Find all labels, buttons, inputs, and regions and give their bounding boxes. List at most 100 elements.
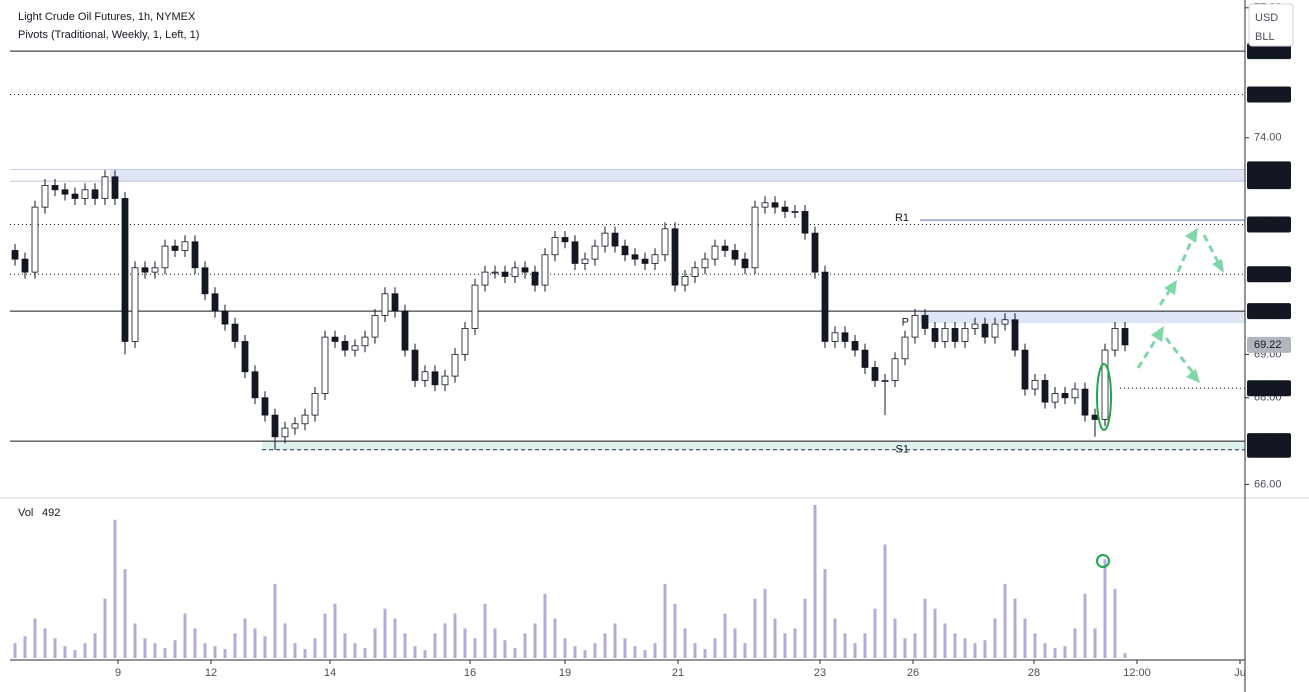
volume-bar	[583, 650, 587, 658]
volume-bar	[1043, 643, 1047, 658]
candle	[1041, 373, 1049, 409]
volume-bar	[853, 643, 857, 658]
volume-bar	[503, 640, 507, 658]
candle-body	[741, 258, 749, 269]
candle-body	[671, 228, 679, 286]
volume-bar	[873, 608, 877, 658]
x-tick-label: Ju	[1234, 667, 1246, 679]
candles	[11, 170, 1129, 450]
volume-bar	[413, 646, 417, 658]
candle	[291, 417, 299, 435]
candle	[631, 248, 639, 266]
candle	[501, 265, 509, 283]
candle	[921, 308, 929, 335]
volume-bar	[603, 633, 607, 658]
candle-body	[361, 336, 369, 347]
candle	[141, 261, 149, 279]
volume-bar	[73, 650, 77, 658]
level-tag	[1247, 266, 1291, 283]
candle	[1121, 321, 1129, 352]
candle	[281, 421, 289, 444]
candle	[521, 261, 529, 279]
candle	[861, 343, 869, 374]
candle	[871, 360, 879, 387]
candle-body	[961, 328, 969, 342]
level-tag	[1247, 173, 1291, 190]
volume-bar	[423, 650, 427, 658]
candle	[161, 239, 169, 275]
candle-body	[31, 206, 39, 273]
candle	[601, 226, 609, 253]
candle-body	[721, 245, 729, 251]
candle-body	[951, 328, 959, 342]
candle-body	[781, 206, 789, 212]
level-tag-label: 66.80	[1254, 444, 1282, 456]
candle	[421, 365, 429, 387]
volume-bar	[723, 613, 727, 658]
candle	[261, 391, 269, 422]
candle-body	[821, 271, 829, 342]
candle-body	[941, 328, 949, 342]
candle	[511, 261, 519, 283]
candle-body	[461, 328, 469, 355]
candle-body	[841, 332, 849, 342]
candle-body	[691, 267, 699, 277]
candle	[851, 334, 859, 357]
candle-body	[391, 293, 399, 312]
candle-body	[591, 245, 599, 260]
candle	[821, 265, 829, 348]
candle-body	[371, 315, 379, 338]
candle	[711, 239, 719, 266]
volume-bar	[173, 640, 177, 658]
volume-bar	[113, 519, 117, 658]
unit-box[interactable]	[1248, 3, 1294, 47]
volume-bar	[383, 608, 387, 658]
volume-bar	[1073, 628, 1077, 658]
candle	[11, 243, 19, 266]
candle-body	[861, 349, 869, 368]
candle	[1101, 343, 1109, 426]
candle	[681, 269, 689, 292]
volume-bar	[593, 643, 597, 658]
candle	[21, 252, 29, 279]
candle	[231, 317, 239, 348]
candle	[361, 330, 369, 353]
candle-body	[1061, 393, 1069, 399]
candle	[831, 326, 839, 348]
volume-bar	[183, 613, 187, 658]
candle-body	[511, 267, 519, 277]
volume-bar	[623, 638, 627, 658]
candle	[721, 239, 729, 257]
candle	[551, 230, 559, 262]
candle	[1001, 313, 1009, 331]
level-tag-label: 75.00	[1254, 88, 1282, 100]
candle-body	[571, 241, 579, 264]
level-tag-label: 76.00	[1254, 45, 1282, 57]
candle	[491, 265, 499, 279]
candle-body	[561, 237, 569, 243]
volume-bar	[843, 633, 847, 658]
candle-body	[331, 336, 339, 342]
x-tick-label: 16	[464, 667, 476, 679]
candle	[951, 321, 959, 348]
level-tag-label: 70.85	[1254, 268, 1282, 280]
candle-body	[751, 206, 759, 269]
volume-bar	[393, 618, 397, 658]
candle-body	[681, 276, 689, 286]
candle-body	[11, 250, 19, 260]
candle-body	[931, 328, 939, 342]
level-tag	[1247, 216, 1291, 233]
volume-bar	[813, 504, 817, 658]
candle-body	[141, 267, 149, 273]
volume-bar	[1003, 583, 1007, 658]
candle	[241, 334, 249, 379]
candle	[71, 187, 79, 205]
candle-body	[611, 232, 619, 247]
volume-bar	[683, 628, 687, 658]
volume-bar	[883, 544, 887, 658]
candle	[881, 373, 889, 416]
volume-bar	[933, 608, 937, 658]
candle-body	[1041, 380, 1049, 403]
candle-body	[421, 371, 429, 381]
